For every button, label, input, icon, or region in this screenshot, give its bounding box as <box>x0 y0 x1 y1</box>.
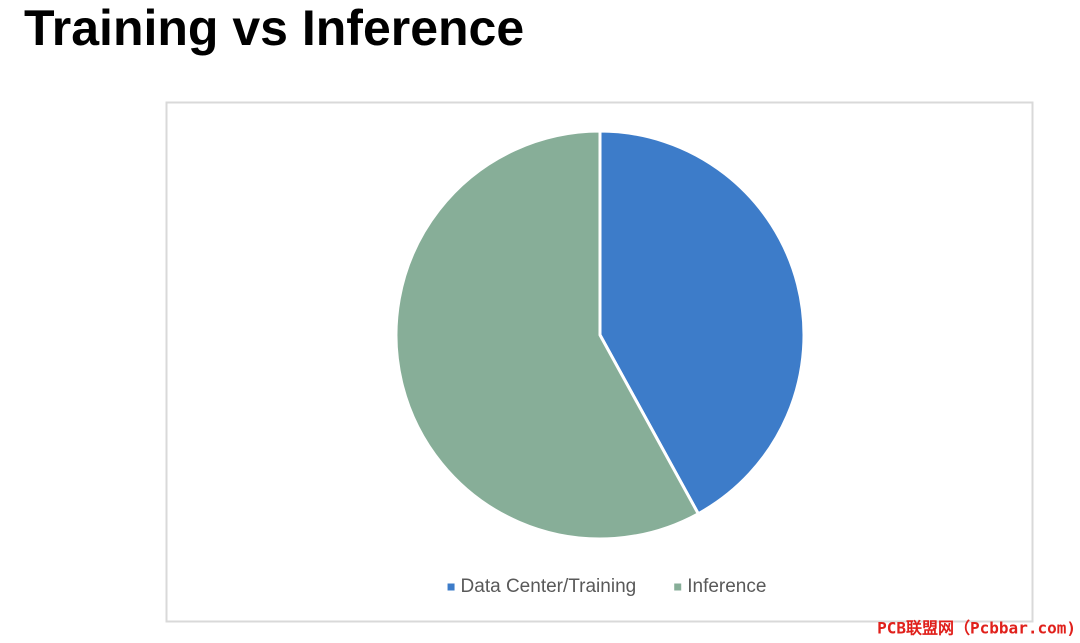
plot-area <box>394 129 806 541</box>
legend-swatch <box>674 583 682 591</box>
watermark: PCB联盟网（Pcbbar.com) <box>877 619 1076 638</box>
slide-title: Training vs Inference <box>24 0 524 56</box>
pie-slice <box>394 129 700 541</box>
legend-label: Inference <box>687 576 766 597</box>
pie-slice <box>598 129 806 516</box>
legend-swatch <box>447 583 455 591</box>
legend-label: Data Center/Training <box>461 576 637 597</box>
legend: Data Center/Training Inference <box>447 576 766 597</box>
